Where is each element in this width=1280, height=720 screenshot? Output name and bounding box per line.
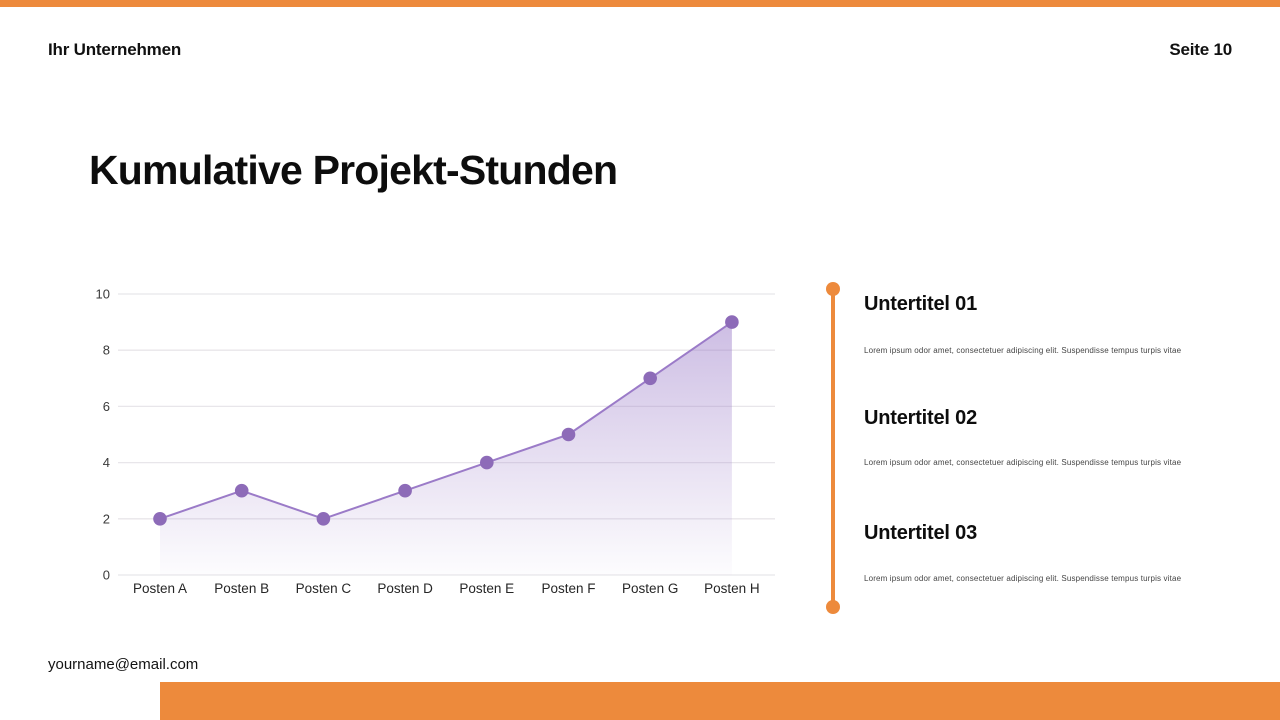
x-category-label: Posten H [704, 581, 760, 596]
timeline-dot-top [826, 282, 840, 296]
y-tick-label: 0 [103, 568, 110, 583]
page-number: Seite 10 [1169, 40, 1232, 59]
x-category-label: Posten F [541, 581, 595, 596]
data-point-posten-c [316, 512, 331, 526]
cumulative-hours-chart: 0 2 4 6 8 10 Posten A Posten B Posten C Posten D P… [85, 276, 785, 606]
subtitle-2-body: Lorem ipsum odor amet, consectetuer adip… [864, 458, 1182, 467]
data-point-posten-f [561, 427, 576, 442]
y-tick-label: 2 [103, 511, 110, 526]
data-point-posten-d [398, 483, 412, 498]
data-point-posten-h [725, 315, 739, 329]
x-category-label: Posten C [296, 581, 352, 596]
area-fill [160, 322, 732, 575]
subtitle-3-body: Lorem ipsum odor amet, consectetuer adip… [864, 574, 1182, 583]
bottom-accent-bar [160, 682, 1280, 720]
y-tick-label: 8 [103, 343, 110, 358]
subtitle-3-heading: Untertitel 03 [864, 522, 977, 544]
timeline-line [831, 289, 835, 607]
data-point-posten-e [480, 455, 494, 470]
data-point-posten-b [234, 483, 249, 498]
top-accent-bar [0, 0, 1280, 7]
subtitle-1-heading: Untertitel 01 [864, 293, 977, 315]
data-line [159, 321, 733, 520]
data-point-posten-g [643, 371, 657, 386]
subtitle-2-heading: Untertitel 02 [864, 407, 977, 429]
subtitle-1-body: Lorem ipsum odor amet, consectetuer adip… [864, 346, 1182, 355]
x-category-label: Posten E [459, 581, 514, 596]
x-category-label: Posten G [622, 581, 678, 596]
slide-title: Kumulative Projekt-Stunden [89, 147, 618, 193]
x-category-label: Posten D [377, 581, 433, 596]
y-tick-label: 10 [96, 287, 110, 302]
area-chart-canvas: 0 2 4 6 8 10 Posten A Posten B Posten C Posten D P… [96, 287, 775, 596]
y-tick-label: 6 [103, 399, 110, 414]
contact-email: yourname@email.com [48, 656, 199, 673]
x-category-label: Posten B [214, 581, 269, 596]
company-name: Ihr Unternehmen [48, 40, 182, 59]
data-point-posten-a [153, 512, 167, 526]
x-category-label: Posten A [133, 581, 187, 596]
y-tick-label: 4 [103, 455, 110, 470]
timeline-dot-bottom [826, 600, 840, 614]
